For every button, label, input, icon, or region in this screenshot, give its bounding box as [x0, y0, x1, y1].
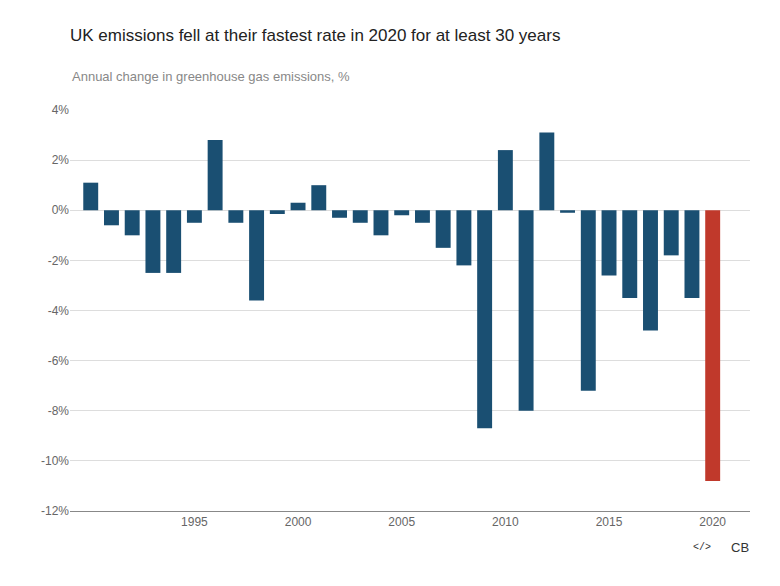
svg-text:-12%: -12% [41, 504, 69, 518]
svg-text:2020: 2020 [699, 515, 726, 529]
svg-text:2015: 2015 [596, 515, 623, 529]
svg-text:4%: 4% [52, 103, 70, 117]
svg-text:2000: 2000 [285, 515, 312, 529]
svg-text:-4%: -4% [48, 304, 70, 318]
svg-text:0%: 0% [52, 203, 70, 217]
svg-text:2005: 2005 [388, 515, 415, 529]
svg-text:-2%: -2% [48, 254, 70, 268]
svg-text:UK emissions fell at their fas: UK emissions fell at their fastest rate … [70, 26, 560, 45]
svg-text:</>: </> [693, 542, 711, 553]
svg-text:1995: 1995 [181, 515, 208, 529]
svg-text:2%: 2% [52, 153, 70, 167]
svg-text:CB: CB [731, 540, 749, 555]
svg-text:-6%: -6% [48, 354, 70, 368]
svg-text:-8%: -8% [48, 404, 70, 418]
svg-text:-10%: -10% [41, 454, 69, 468]
svg-text:2010: 2010 [492, 515, 519, 529]
svg-text:Annual change in greenhouse ga: Annual change in greenhouse gas emission… [72, 69, 350, 84]
